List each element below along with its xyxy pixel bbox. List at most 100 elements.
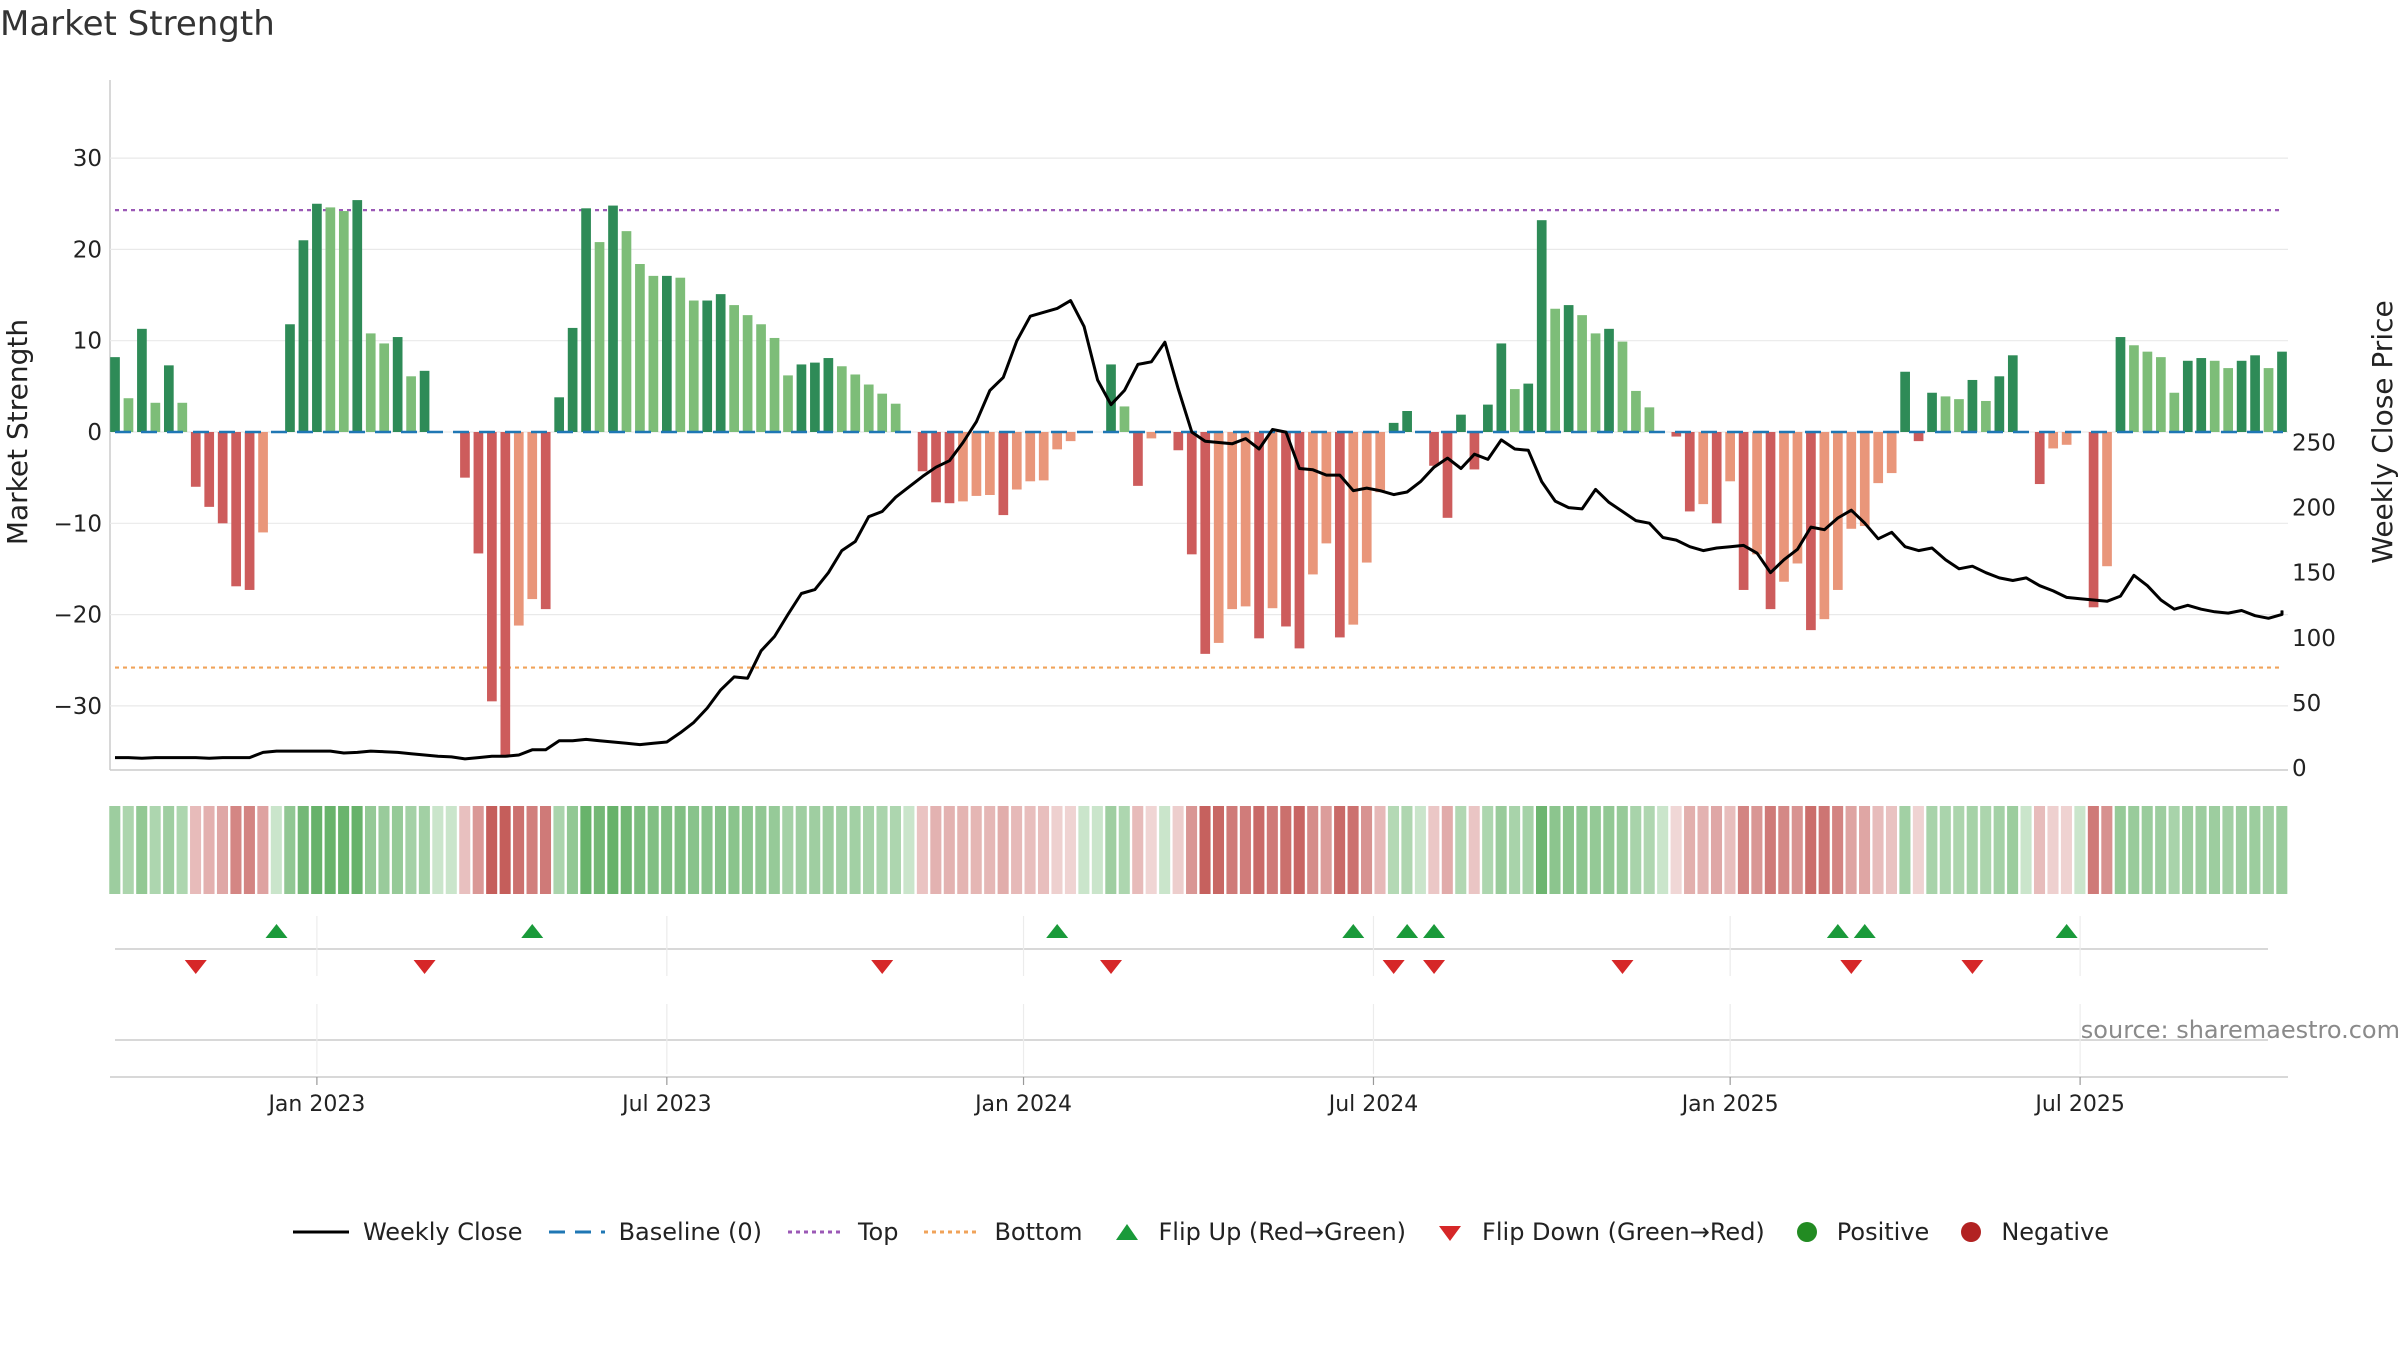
flip-up-marker (1826, 924, 1849, 938)
heat-strip-cell (1684, 806, 1696, 894)
heat-strip-cell (2114, 806, 2126, 894)
dot-icon (1961, 1222, 1982, 1242)
heat-strip-cell (970, 806, 982, 894)
heat-strip-cell (1186, 806, 1198, 894)
strength-bar (769, 337, 780, 432)
strength-bar (406, 376, 416, 432)
heat-strip-cell (1361, 806, 1373, 894)
strength-bar (1294, 432, 1305, 649)
strength-bar (729, 305, 739, 432)
heat-strip-cell (728, 806, 740, 894)
legend-item-top: Top (786, 1218, 898, 1246)
strength-bar (2007, 355, 2018, 432)
flip-down-marker (1382, 960, 1405, 974)
strength-bar (1981, 400, 1991, 432)
y-tick-label-right: 150 (2292, 561, 2336, 587)
strength-bar (1604, 328, 1614, 432)
strength-bar (352, 200, 363, 432)
strength-bar (2277, 351, 2287, 432)
strength-bar (1550, 308, 1561, 432)
strength-bar (1227, 432, 1237, 610)
heat-strip-cell (863, 806, 875, 894)
heat-strip-cell (2195, 806, 2207, 894)
legend-label: Positive (1836, 1218, 1930, 1246)
heat-strip-cell (297, 806, 309, 894)
dotted-line-icon (924, 1230, 981, 1234)
strength-bar (1711, 432, 1722, 524)
strength-bar (2263, 368, 2274, 432)
heat-strip-cell (661, 806, 673, 894)
strength-bar (756, 324, 766, 432)
heat-strip-cell (136, 806, 148, 894)
heat-strip-cell (1374, 806, 1386, 894)
heat-strip-cell (2249, 806, 2261, 894)
heat-strip-cell (620, 806, 632, 894)
strength-bar (742, 315, 753, 432)
strength-bar (1106, 364, 1116, 432)
strength-bar (1267, 432, 1278, 609)
strength-bar (285, 324, 295, 432)
strength-bar (1577, 315, 1587, 432)
heat-strip-cell (1603, 806, 1615, 894)
heat-strip-cell (1226, 806, 1238, 894)
legend-item-flip-up: Flip Up (Red→Green) (1107, 1218, 1406, 1246)
flip-up-marker (2055, 924, 2078, 938)
strength-bar (1536, 220, 1547, 432)
heat-strip-cell (1939, 806, 1951, 894)
heat-strip-cell (1670, 806, 1682, 894)
legend-item-negative: Negative (1953, 1218, 2109, 1246)
heat-strip-cell (1522, 806, 1534, 894)
heat-strip-cell (1414, 806, 1426, 894)
heat-strip-cell (997, 806, 1009, 894)
heat-strip-cell (2020, 806, 2032, 894)
heat-strip-cell (1239, 806, 1251, 894)
strength-bar (312, 203, 322, 432)
strength-bar (2088, 432, 2099, 608)
strength-bar (1927, 392, 1937, 432)
y-tick-label-left: 10 (73, 329, 102, 355)
heat-strip-cell (1199, 806, 1211, 894)
strength-bar (150, 402, 161, 432)
legend-label: Negative (2001, 1218, 2110, 1246)
y-tick-label-right: 200 (2292, 496, 2336, 522)
strength-bar (675, 277, 686, 432)
strength-bar (527, 432, 538, 600)
heat-strip-cell (2208, 806, 2221, 894)
heat-strip-cell (1549, 806, 1561, 894)
strength-bar (2223, 368, 2234, 432)
heat-strip-cell (1253, 806, 1265, 894)
strength-bar (123, 398, 134, 432)
solid-line-icon (292, 1230, 349, 1234)
heat-strip-cell (2060, 806, 2072, 894)
strength-bar (1321, 432, 1332, 544)
heat-strip-cell (1024, 806, 1036, 894)
heat-strip-cell (1172, 806, 1184, 894)
legend: Weekly Close Baseline (0) Top Bottom Fli… (0, 1214, 2400, 1250)
strength-bar (1388, 422, 1399, 432)
strength-bar (594, 242, 605, 432)
heat-strip-cell (257, 806, 269, 894)
x-tick-label: Jul 2025 (2033, 1092, 2125, 1117)
heat-strip-cell (365, 806, 377, 894)
strength-bar (1213, 432, 1224, 643)
strength-bar (2196, 358, 2207, 432)
heat-strip-cell (499, 806, 511, 894)
strength-bar (944, 432, 955, 504)
heat-strip-cell (795, 806, 807, 894)
heat-strip-cell (553, 806, 565, 894)
heat-strip-cell (513, 806, 525, 894)
strength-bar (338, 211, 349, 432)
strength-bar (823, 358, 834, 432)
flip-down-marker (1961, 960, 1984, 974)
strength-bar (796, 364, 807, 432)
strength-bar (985, 432, 995, 495)
heat-strip-cell (741, 806, 753, 894)
source-credit: source: sharemaestro.com (2080, 1016, 2400, 1044)
heat-strip-cell (701, 806, 713, 894)
y-tick-label-right: 0 (2292, 756, 2307, 782)
heat-strip-cell (647, 806, 659, 894)
heat-strip-cell (2262, 806, 2274, 894)
heat-strip-cell (688, 806, 700, 894)
strength-bar (1442, 432, 1453, 518)
